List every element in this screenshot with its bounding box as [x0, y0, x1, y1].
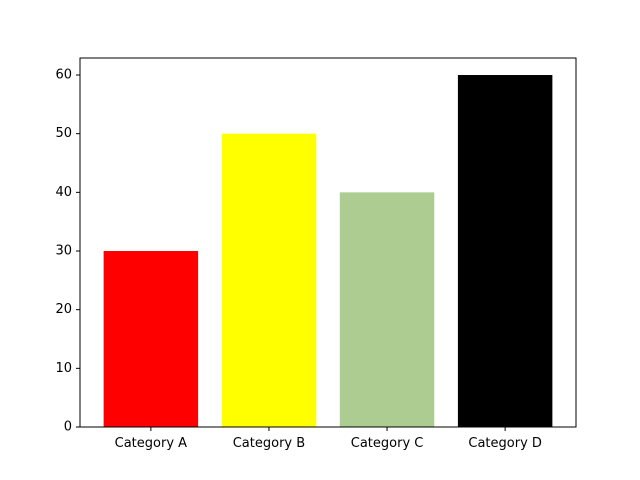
y-tick-label: 20	[55, 302, 72, 317]
bar-category-c	[339, 192, 435, 427]
y-tick-label: 60	[55, 68, 72, 83]
bars-group	[103, 75, 553, 428]
x-tick-label: Category B	[233, 436, 305, 451]
y-tick-label: 30	[55, 244, 72, 259]
x-tick-label: Category C	[351, 436, 424, 451]
bar-category-d	[457, 75, 553, 427]
y-tick-label: 40	[55, 185, 72, 200]
bar-category-a	[103, 251, 199, 427]
bar-category-b	[221, 133, 317, 428]
y-axis: 0 10 20 30 40 50 60	[55, 68, 80, 435]
x-tick-label: Category A	[115, 436, 188, 451]
x-axis: Category A Category B Category C Category D	[115, 427, 542, 451]
y-tick-label: 0	[64, 420, 72, 435]
plot-frame	[79, 57, 577, 428]
y-tick-label: 10	[55, 361, 72, 376]
y-tick-label: 50	[55, 126, 72, 141]
x-tick-label: Category D	[468, 436, 542, 451]
